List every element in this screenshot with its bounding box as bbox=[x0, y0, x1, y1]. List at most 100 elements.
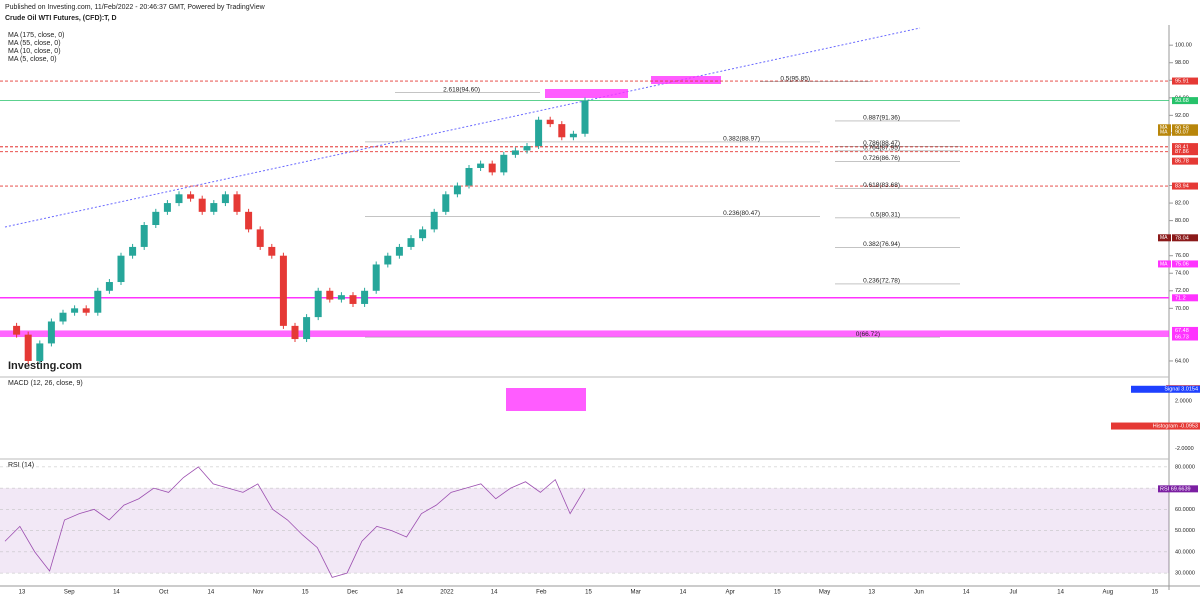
candle-body bbox=[372, 264, 380, 291]
candle-body bbox=[187, 194, 195, 199]
y-tick-label: 100.00 bbox=[1175, 43, 1192, 49]
price-label: 86.78 bbox=[1175, 159, 1189, 165]
x-tick-label: 14 bbox=[491, 590, 498, 596]
y-tick-label: 70.00 bbox=[1175, 306, 1189, 312]
macd-label: Signal 3.0154 bbox=[1164, 387, 1198, 393]
x-tick-label: 15 bbox=[774, 590, 781, 596]
x-tick-label: Sep bbox=[64, 590, 75, 596]
candle-body bbox=[24, 334, 32, 361]
candle-body bbox=[82, 308, 90, 313]
candle-body bbox=[511, 150, 519, 155]
fib-label: 0.236(80.47) bbox=[723, 210, 760, 217]
candle-body bbox=[337, 295, 345, 300]
fib-label: 0.887(91.36) bbox=[863, 115, 900, 122]
tag-box bbox=[1158, 260, 1171, 268]
fib-label: 0(66.72) bbox=[856, 331, 880, 338]
fib-label: 0.786(88.47) bbox=[863, 140, 900, 147]
header: Published on Investing.com, 11/Feb/2022 … bbox=[5, 4, 266, 11]
fib-label: 0.618(83.68) bbox=[863, 182, 900, 189]
price-label-box bbox=[1172, 260, 1198, 268]
x-tick-label: 13 bbox=[19, 590, 26, 596]
candle-body bbox=[558, 124, 566, 138]
candle-body bbox=[291, 325, 299, 340]
candle-body bbox=[256, 229, 264, 247]
x-tick-label: Oct bbox=[159, 590, 169, 596]
indicator-label: MA (175, close, 0) bbox=[8, 32, 64, 39]
fib-label: 0.382(88.97) bbox=[723, 136, 760, 143]
rsi-tick-label: 60.0000 bbox=[1175, 507, 1195, 513]
fib-label: 0.764(87.95) bbox=[863, 145, 900, 152]
candle-body bbox=[384, 255, 392, 265]
candle-body bbox=[361, 290, 369, 304]
candle-body bbox=[303, 317, 311, 340]
macd-label: Histogram -0.0953 bbox=[1153, 423, 1198, 429]
y-tick-label: 72.00 bbox=[1175, 288, 1189, 294]
indicator-label: MA (5, close, 0) bbox=[8, 56, 57, 63]
candle-body bbox=[581, 100, 589, 134]
tag-box bbox=[1158, 124, 1171, 132]
x-tick-label: 13 bbox=[868, 590, 875, 596]
x-tick-label: 14 bbox=[680, 590, 687, 596]
macd-label-box bbox=[1111, 422, 1200, 430]
price-label: 71.2 bbox=[1175, 295, 1186, 301]
candle-body bbox=[59, 312, 67, 322]
candle-body bbox=[326, 290, 334, 300]
price-label-box bbox=[1172, 182, 1198, 190]
target-box bbox=[651, 76, 721, 84]
candle-body bbox=[407, 238, 415, 247]
candle-body bbox=[47, 321, 55, 344]
fib-label: 0.382(76.94) bbox=[863, 241, 900, 248]
price-label: 78.04 bbox=[1175, 235, 1189, 241]
candle-body bbox=[500, 154, 508, 173]
candle-body bbox=[477, 163, 485, 168]
macd-box bbox=[506, 388, 586, 411]
price-label-box bbox=[1172, 148, 1198, 156]
x-tick-label: 15 bbox=[302, 590, 309, 596]
candle-body bbox=[13, 325, 21, 335]
candle-body bbox=[465, 167, 473, 186]
rsi-tick-label: 80.0000 bbox=[1175, 464, 1195, 470]
x-tick-label: Aug bbox=[1102, 590, 1113, 596]
price-label-box bbox=[1172, 333, 1198, 341]
candle-body bbox=[314, 290, 322, 318]
y-tick-label: 98.00 bbox=[1175, 60, 1189, 66]
macd-tick-label: 2.0000 bbox=[1175, 399, 1192, 405]
x-tick-label: 14 bbox=[963, 590, 970, 596]
price-label: 83.94 bbox=[1175, 184, 1189, 190]
candle-body bbox=[430, 211, 438, 230]
price-label-box bbox=[1172, 157, 1198, 165]
price-label: 93.68 bbox=[1175, 98, 1189, 104]
candle-body bbox=[71, 308, 79, 313]
indicator-label: MA (55, close, 0) bbox=[8, 40, 61, 47]
candle-body bbox=[198, 198, 206, 212]
candle-body bbox=[453, 185, 461, 195]
x-tick-label: May bbox=[819, 590, 830, 596]
x-tick-label: Dec bbox=[347, 590, 358, 596]
candle-body bbox=[233, 194, 241, 212]
candle-body bbox=[36, 343, 44, 361]
candle-body bbox=[140, 225, 148, 247]
chart-title: Crude Oil WTI Futures, (CFD):T, D bbox=[5, 15, 117, 22]
price-tag: MA bbox=[1160, 261, 1168, 267]
x-tick-label: Apr bbox=[725, 590, 734, 596]
candle-body bbox=[175, 194, 183, 204]
target-box bbox=[545, 89, 628, 98]
price-label: 95.91 bbox=[1175, 79, 1189, 85]
rsi-tick-label: 50.0000 bbox=[1175, 528, 1195, 534]
tag-box bbox=[1158, 234, 1171, 242]
y-tick-label: 76.00 bbox=[1175, 253, 1189, 259]
price-tag: MA bbox=[1160, 235, 1168, 241]
candle-body bbox=[535, 119, 543, 147]
price-tag: MA bbox=[1160, 125, 1168, 131]
price-label: 66.73 bbox=[1175, 334, 1189, 340]
price-label: 67.48 bbox=[1175, 328, 1189, 334]
x-tick-label: 14 bbox=[1057, 590, 1064, 596]
candle-body bbox=[163, 203, 171, 212]
candle-body bbox=[546, 119, 554, 125]
candle-body bbox=[152, 211, 160, 225]
price-label: 88.41 bbox=[1175, 144, 1189, 150]
rsi-tick-label: 30.0000 bbox=[1175, 571, 1195, 577]
candle-body bbox=[94, 290, 102, 313]
x-tick-label: 14 bbox=[396, 590, 403, 596]
